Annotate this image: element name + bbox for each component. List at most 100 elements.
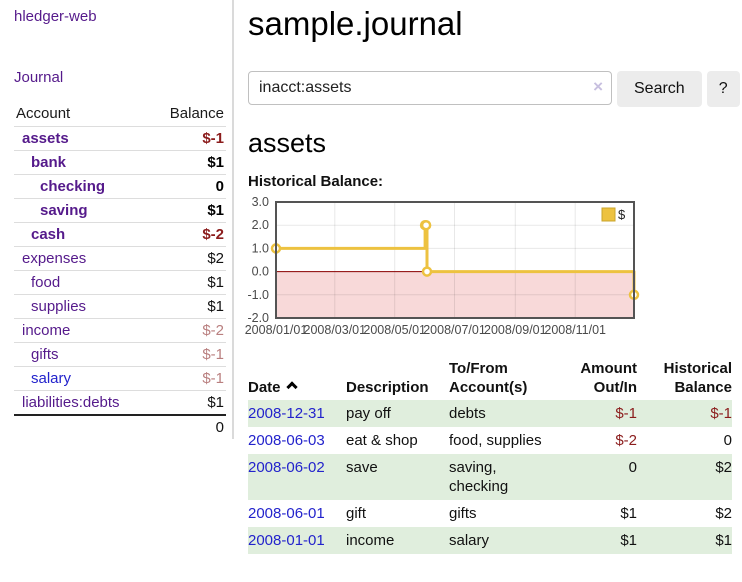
register-balance: $2	[715, 505, 732, 522]
sort-asc-icon	[285, 381, 298, 393]
account-link-gifts[interactable]: gifts	[31, 346, 59, 363]
register-date-cell: 2008-06-02	[248, 454, 346, 500]
register-balance: 0	[723, 432, 732, 449]
account-cell: liabilities:debts	[14, 391, 151, 416]
nav-journal-link[interactable]: Journal	[14, 69, 64, 86]
account-row: saving $1	[14, 198, 226, 223]
search-form: × Search ?	[248, 71, 740, 107]
register-header-date[interactable]: Date	[248, 359, 346, 400]
chart-x-tick-label: 2008/03/01	[304, 323, 367, 337]
transaction-date-link[interactable]: 2008-01-01	[248, 532, 325, 549]
account-balance: $1	[207, 394, 224, 411]
register-row: 2008-06-03 eat & shop food, supplies $-2 0	[248, 427, 732, 454]
chart-y-tick-label: 2.0	[252, 218, 269, 232]
register-description: save	[346, 459, 378, 476]
transaction-date-link[interactable]: 2008-12-31	[248, 405, 325, 422]
accounts-table: Account Balance assets $-1 bank $1 checking 0…	[14, 102, 226, 439]
chart-legend-swatch	[601, 207, 616, 222]
search-input[interactable]	[248, 71, 612, 105]
account-row: liabilities:debts $1	[14, 391, 226, 416]
accounts-total-value: 0	[150, 414, 226, 439]
account-link-checking[interactable]: checking	[40, 178, 106, 195]
account-cell: cash	[14, 222, 151, 247]
account-cell: bank	[14, 150, 151, 175]
register-description: gift	[346, 505, 367, 522]
chart-y-tick-label: -1.0	[247, 288, 269, 302]
register-header-description: Description	[346, 379, 429, 396]
account-link-salary[interactable]: salary	[31, 370, 72, 387]
account-link-bank[interactable]: bank	[31, 154, 67, 171]
chart-y-tick-label: 3.0	[252, 195, 269, 209]
account-link-income[interactable]: income	[22, 322, 71, 339]
register-amount: 0	[628, 459, 637, 476]
account-balance: $1	[150, 150, 226, 175]
register-amount: $-1	[615, 405, 637, 422]
register-description: eat & shop	[346, 432, 418, 449]
account-row: supplies $1	[14, 294, 226, 319]
register-row: 2008-06-02 save saving, checking 0 $2	[248, 454, 732, 500]
chart-x-tick-label: 2008/09/01	[484, 323, 547, 337]
register-accounts: debts	[449, 405, 486, 422]
register-row: 2008-06-01 gift gifts $1 $2	[248, 500, 732, 527]
brand-link[interactable]: hledger-web	[14, 8, 97, 25]
accounts-header-balance: Balance	[150, 102, 226, 127]
register-amount: $-2	[615, 432, 637, 449]
main-content: sample.journal × Search ? assets Histori…	[234, 0, 742, 554]
help-button[interactable]: ?	[706, 71, 740, 107]
account-cell: saving	[14, 198, 151, 223]
account-balance: $-2	[150, 222, 226, 247]
register-header-accounts: To/From Account(s)	[449, 360, 528, 396]
register-amount: $1	[620, 505, 637, 522]
account-balance: $-1	[150, 342, 226, 367]
chart-data-point	[420, 219, 432, 231]
register-balance: $2	[715, 459, 732, 476]
chart-data-point	[421, 266, 433, 277]
register-accounts: salary	[449, 532, 490, 549]
account-row: food $1	[14, 270, 226, 295]
register-date-cell: 2008-01-01	[248, 527, 346, 554]
account-link-cash[interactable]: cash	[31, 226, 66, 243]
chart-x-tick-label: 2008/01/01	[245, 323, 308, 337]
account-row: checking 0	[14, 174, 226, 199]
account-cell: income	[14, 318, 151, 343]
register-row: 2008-12-31 pay off debts $-1 $-1	[248, 400, 732, 427]
account-row: bank $1	[14, 150, 226, 175]
register-description: income	[346, 532, 395, 549]
account-link-expenses[interactable]: expenses	[22, 250, 87, 267]
account-cell: supplies	[14, 294, 151, 319]
account-link-saving[interactable]: saving	[40, 202, 88, 219]
account-cell: food	[14, 270, 151, 295]
transaction-date-link[interactable]: 2008-06-03	[248, 432, 325, 449]
account-row: income $-2	[14, 318, 226, 343]
account-link-food[interactable]: food	[31, 274, 61, 291]
page-title: sample.journal	[248, 5, 463, 42]
chart-y-tick-label: 1.0	[252, 241, 269, 255]
chart-y-tick-label: -2.0	[247, 311, 269, 325]
register-body: 2008-12-31 pay off debts $-1 $-1 2008-06-03 ea…	[248, 400, 732, 554]
register-balance: $1	[715, 532, 732, 549]
register-amount: $1	[620, 532, 637, 549]
chart-y-tick-label: 0.0	[252, 265, 269, 279]
account-row: salary $-1	[14, 366, 226, 391]
register-description: pay off	[346, 405, 391, 422]
account-link-assets[interactable]: assets	[22, 130, 69, 147]
register-header-balance: Historical Balance	[663, 360, 732, 396]
account-balance: $1	[150, 270, 226, 295]
accounts-header-row: Account Balance	[14, 102, 226, 127]
search-input-wrap: ×	[248, 71, 612, 105]
transaction-date-link[interactable]: 2008-06-01	[248, 505, 325, 522]
register-accounts: food, supplies	[449, 432, 542, 449]
transaction-date-link[interactable]: 2008-06-02	[248, 459, 325, 476]
account-row: expenses $2	[14, 246, 226, 271]
sidebar: hledger-web Journal Account Balance asse…	[0, 0, 234, 439]
account-balance: $2	[150, 246, 226, 271]
account-cell: assets	[14, 126, 151, 151]
account-link-supplies[interactable]: supplies	[31, 298, 87, 315]
search-button[interactable]: Search	[617, 71, 702, 107]
account-link-liabilities-debts[interactable]: liabilities:debts	[22, 394, 120, 411]
register-header-amount: Amount Out/In	[580, 360, 637, 396]
chart-label: Historical Balance:	[248, 173, 384, 190]
chart-negative-region	[276, 271, 634, 318]
accounts-total-spacer	[14, 414, 151, 439]
clear-search-icon[interactable]: ×	[593, 77, 603, 96]
